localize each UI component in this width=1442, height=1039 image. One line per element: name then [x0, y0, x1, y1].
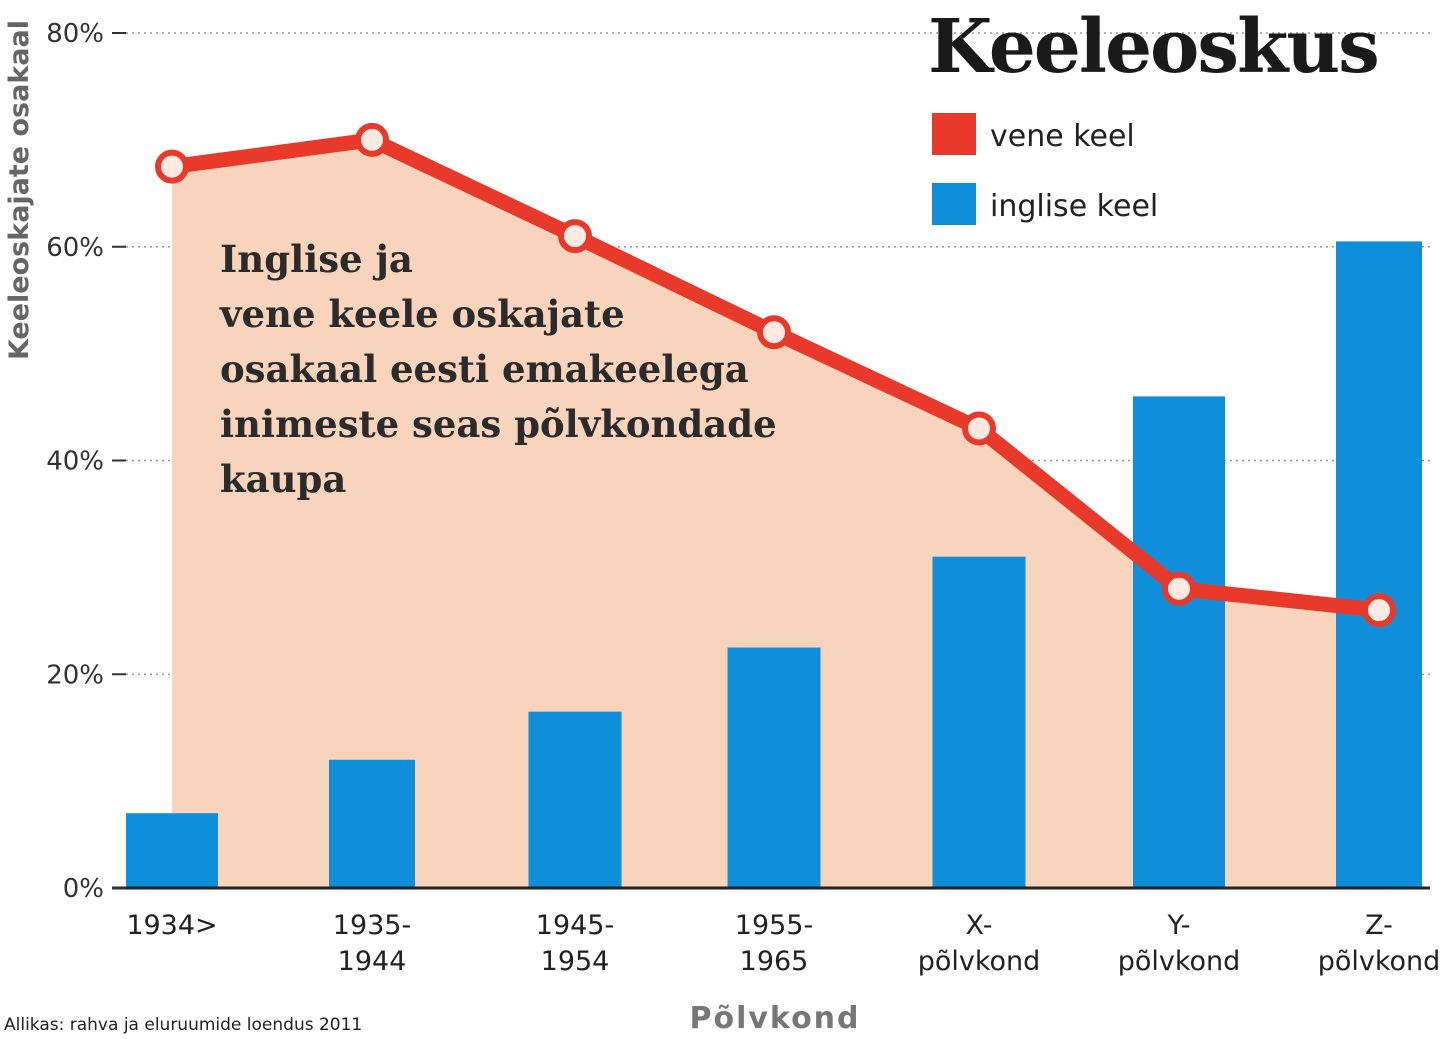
source-note: Allikas: rahva ja eluruumide loendus 201…: [4, 1015, 362, 1035]
x-tick-label: Y-põlvkond: [1118, 910, 1241, 977]
point-vene: [355, 122, 389, 157]
legend-swatch-inglise: [932, 183, 976, 225]
bar-inglise: [1133, 396, 1225, 888]
legend-swatch-vene: [932, 113, 976, 155]
russian-line: [155, 122, 1396, 628]
bar-inglise: [126, 813, 218, 888]
y-axis-label: Keeleoskajate osakaal: [4, 20, 35, 360]
x-tick-label: 1955-1965: [735, 910, 813, 977]
x-tick-label: X-põlvkond: [918, 910, 1041, 977]
legend: vene keel inglise keel: [932, 113, 1158, 225]
x-tick-labels: 1934> 1935-1944 1945-1954 1955-1965 X-põlvko…: [126, 910, 1440, 977]
y-ticks: 0% 20% 40% 60% 80%: [46, 19, 126, 904]
x-tick-label: Z-põlvkond: [1318, 910, 1441, 977]
point-vene: [1162, 571, 1196, 606]
bar-inglise: [727, 647, 821, 888]
bar-inglise: [329, 759, 415, 888]
x-tick-label: 1945-1954: [536, 910, 614, 977]
y-tick-label: 60%: [46, 233, 104, 263]
bar-inglise: [528, 711, 622, 888]
point-vene: [757, 315, 791, 350]
y-tick-label: 40%: [46, 447, 104, 477]
chart-subtitle: Inglise ja vene keele oskajate osakaal ees…: [219, 237, 777, 501]
y-tick-label: 20%: [46, 660, 104, 690]
y-tick-label: 0%: [63, 874, 104, 904]
russian-area-fill: [172, 139, 1379, 888]
x-axis-label: Põlvkond: [689, 1001, 860, 1036]
point-vene: [155, 149, 189, 184]
x-tick-label: 1935-1944: [333, 910, 411, 977]
chart-title: Keeleoskus: [928, 4, 1378, 90]
point-vene: [1362, 593, 1396, 628]
point-vene: [558, 219, 592, 254]
legend-label-inglise: inglise keel: [990, 189, 1158, 224]
bar-inglise: [932, 556, 1026, 888]
bar-inglise: [1336, 241, 1422, 888]
legend-label-vene: vene keel: [990, 119, 1135, 154]
bars: [126, 241, 1422, 888]
point-vene: [962, 411, 996, 446]
x-tick-label: 1934>: [126, 910, 217, 941]
y-tick-label: 80%: [46, 19, 104, 49]
